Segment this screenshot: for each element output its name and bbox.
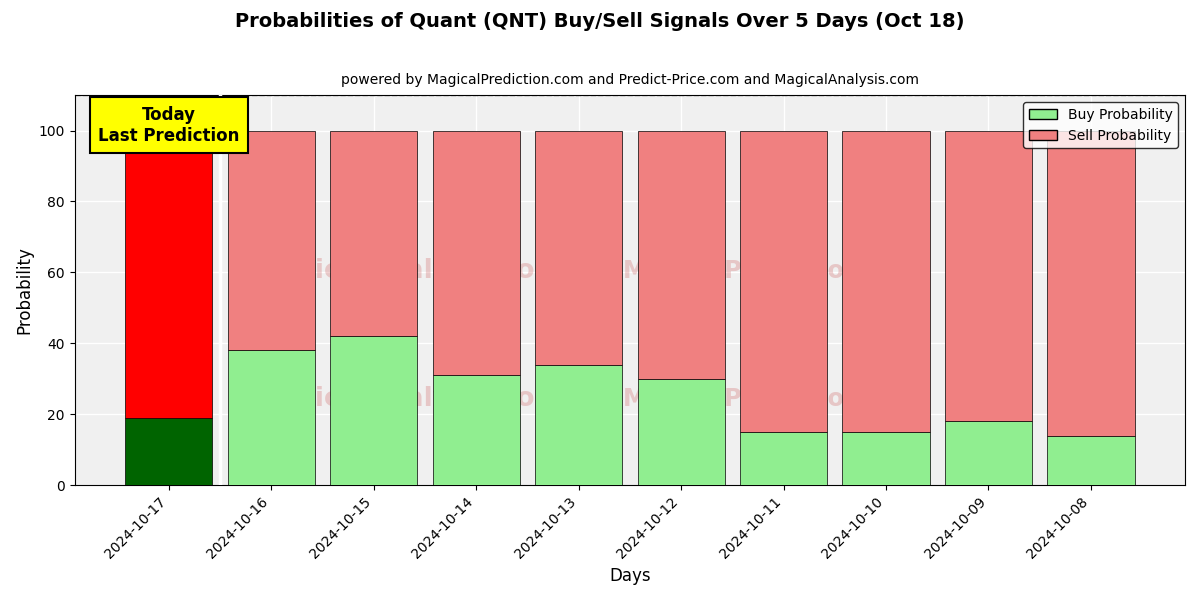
Bar <box>125 131 212 418</box>
Bar <box>740 432 827 485</box>
Bar <box>1048 131 1134 436</box>
Bar <box>740 131 827 432</box>
Text: MagicalAnalysis.com: MagicalAnalysis.com <box>253 257 563 284</box>
Bar <box>330 131 418 336</box>
Y-axis label: Probability: Probability <box>16 246 34 334</box>
Bar <box>535 131 622 365</box>
Bar <box>944 131 1032 421</box>
Text: MagicalPrediction.com: MagicalPrediction.com <box>623 388 925 412</box>
Bar <box>535 365 622 485</box>
Bar <box>1048 436 1134 485</box>
Text: Probabilities of Quant (QNT) Buy/Sell Signals Over 5 Days (Oct 18): Probabilities of Quant (QNT) Buy/Sell Si… <box>235 12 965 31</box>
Bar <box>637 379 725 485</box>
Legend: Buy Probability, Sell Probability: Buy Probability, Sell Probability <box>1024 102 1178 148</box>
Bar <box>944 421 1032 485</box>
Bar <box>228 131 314 350</box>
X-axis label: Days: Days <box>610 567 650 585</box>
Title: powered by MagicalPrediction.com and Predict-Price.com and MagicalAnalysis.com: powered by MagicalPrediction.com and Pre… <box>341 73 919 87</box>
Bar <box>330 336 418 485</box>
Text: MagicalAnalysis.com: MagicalAnalysis.com <box>253 386 563 412</box>
Bar <box>842 432 930 485</box>
Bar <box>125 418 212 485</box>
Bar <box>637 131 725 379</box>
Bar <box>432 131 520 375</box>
Bar <box>228 350 314 485</box>
Text: Today
Last Prediction: Today Last Prediction <box>98 106 239 145</box>
Bar <box>432 375 520 485</box>
Text: MagicalPrediction.com: MagicalPrediction.com <box>623 259 925 283</box>
Bar <box>842 131 930 432</box>
